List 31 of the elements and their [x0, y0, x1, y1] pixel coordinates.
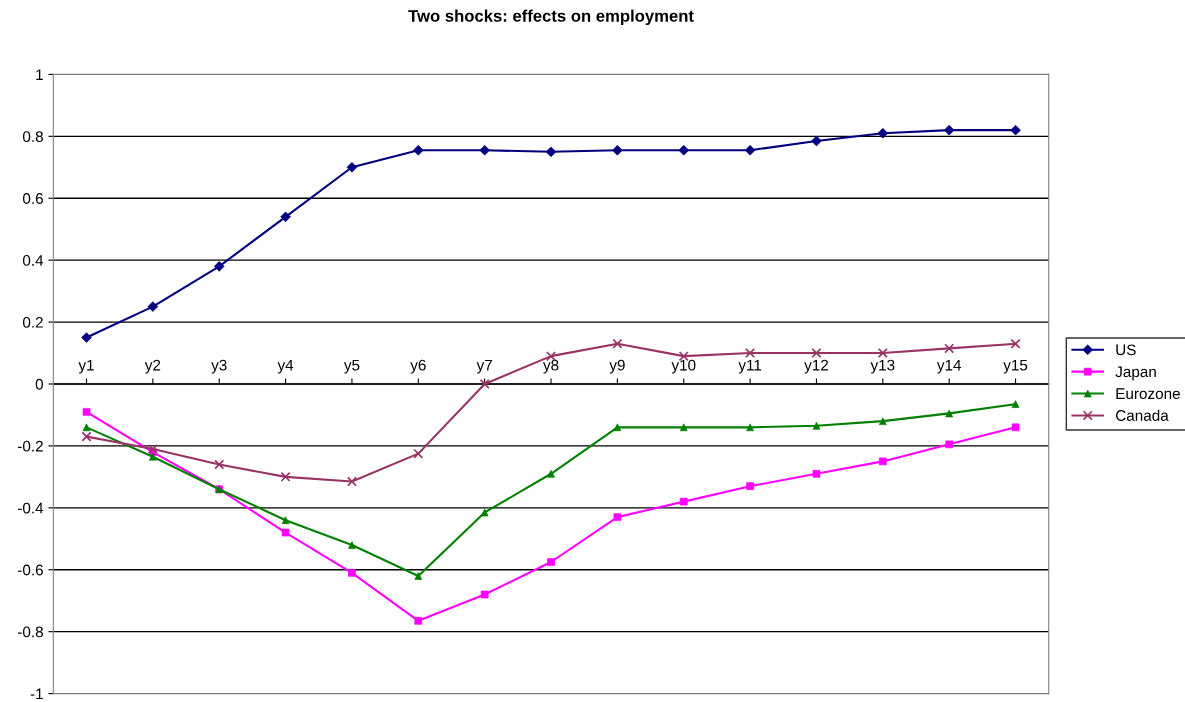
chart-title: Two shocks: effects on employment — [408, 9, 694, 26]
y-tick-label: -0.8 — [17, 626, 43, 638]
y-tick-label: 0 — [35, 378, 44, 390]
x-tick-label: y4 — [277, 359, 294, 374]
y-tick-label: 0.2 — [22, 316, 43, 328]
y-tick-label: -0.4 — [17, 502, 44, 514]
y-tick-label: 0.8 — [22, 131, 43, 143]
y-tick-label: -1 — [30, 688, 43, 700]
legend-label: Eurozone — [1116, 388, 1180, 400]
x-tick-label: y1 — [78, 359, 94, 374]
y-tick-label: -0.6 — [17, 564, 43, 576]
y-tick-label: 0.6 — [22, 193, 43, 204]
y-tick-label: 0.4 — [22, 255, 44, 266]
legend-label: Japan — [1115, 366, 1156, 381]
x-tick-label: y5 — [343, 359, 360, 374]
x-tick-label: y6 — [410, 359, 426, 374]
y-tick-label: -0.2 — [17, 440, 43, 452]
x-tick-label: y11 — [738, 359, 762, 374]
x-tick-label: y7 — [476, 359, 492, 374]
x-tick-label: y15 — [1003, 359, 1028, 374]
legend-label: Canada — [1115, 409, 1169, 421]
y-tick-label: 1 — [36, 69, 43, 80]
x-tick-label: y2 — [144, 359, 161, 374]
legend-label: US — [1116, 344, 1136, 356]
x-tick-label: y13 — [870, 359, 895, 374]
x-tick-label: y10 — [671, 359, 696, 374]
x-tick-label: y12 — [804, 359, 829, 374]
x-tick-label: y3 — [211, 359, 227, 374]
x-tick-label: y8 — [543, 359, 559, 374]
x-tick-label: y14 — [936, 359, 962, 374]
x-tick-label: y9 — [609, 359, 625, 374]
